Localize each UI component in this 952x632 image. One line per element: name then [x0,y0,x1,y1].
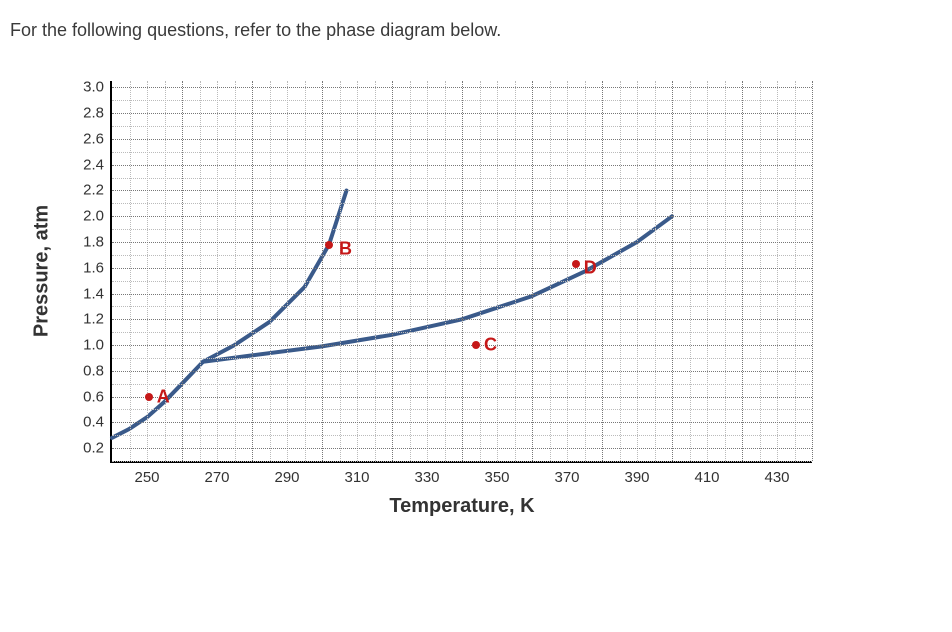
x-tick-label: 410 [694,461,719,486]
y-tick-label: 1.2 [83,311,112,328]
y-axis-title: Pressure, atm [31,205,54,337]
y-tick-label: 2.8 [83,105,112,122]
y-tick-label: 0.4 [83,414,112,431]
point-c-marker [472,341,480,349]
intro-text: For the following questions, refer to th… [10,20,942,41]
x-tick-label: 390 [624,461,649,486]
gridline-horizontal [112,113,812,114]
gridline-horizontal [112,281,812,282]
point-b-label: B [339,238,352,259]
y-tick-label: 1.4 [83,285,112,302]
gridline-horizontal [112,178,812,179]
point-a-label: A [157,386,170,407]
y-tick-label: 1.6 [83,259,112,276]
gridline-horizontal [112,165,812,166]
gridline-horizontal [112,139,812,140]
gridline-horizontal [112,216,812,217]
point-d-label: D [584,257,597,278]
y-tick-label: 0.8 [83,362,112,379]
gridline-horizontal [112,152,812,153]
x-tick-label: 270 [204,461,229,486]
x-tick-label: 310 [344,461,369,486]
y-tick-label: 2.6 [83,130,112,147]
x-axis-title: Temperature, K [389,495,534,518]
x-tick-label: 330 [414,461,439,486]
gridline-vertical [812,81,813,461]
gridline-horizontal [112,100,812,101]
y-tick-label: 2.4 [83,156,112,173]
y-tick-label: 2.0 [83,208,112,225]
gridline-horizontal [112,203,812,204]
gridline-horizontal [112,229,812,230]
y-tick-label: 3.0 [83,79,112,96]
gridline-horizontal [112,461,812,462]
gridline-horizontal [112,319,812,320]
x-tick-label: 370 [554,461,579,486]
gridline-horizontal [112,332,812,333]
gridline-horizontal [112,242,812,243]
plot-area: Pressure, atm Temperature, K 25027029031… [110,81,812,463]
gridline-horizontal [112,397,812,398]
x-tick-label: 250 [134,461,159,486]
point-a-marker [145,393,153,401]
x-tick-label: 430 [764,461,789,486]
gridline-horizontal [112,448,812,449]
gridline-horizontal [112,358,812,359]
gridline-horizontal [112,371,812,372]
y-tick-label: 1.0 [83,337,112,354]
point-d-marker [572,260,580,268]
gridline-horizontal [112,268,812,269]
y-tick-label: 2.2 [83,182,112,199]
y-tick-label: 0.6 [83,388,112,405]
y-tick-label: 0.2 [83,440,112,457]
gridline-horizontal [112,384,812,385]
gridline-horizontal [112,409,812,410]
gridline-horizontal [112,306,812,307]
x-tick-label: 290 [274,461,299,486]
y-tick-label: 1.8 [83,234,112,251]
gridline-horizontal [112,190,812,191]
point-c-label: C [484,335,497,356]
gridline-horizontal [112,422,812,423]
gridline-horizontal [112,255,812,256]
gridline-horizontal [112,126,812,127]
gridline-horizontal [112,294,812,295]
gridline-horizontal [112,435,812,436]
x-tick-label: 350 [484,461,509,486]
phase-diagram-chart: Pressure, atm Temperature, K 25027029031… [110,81,942,463]
gridline-horizontal [112,87,812,88]
point-b-marker [325,241,333,249]
gridline-horizontal [112,345,812,346]
